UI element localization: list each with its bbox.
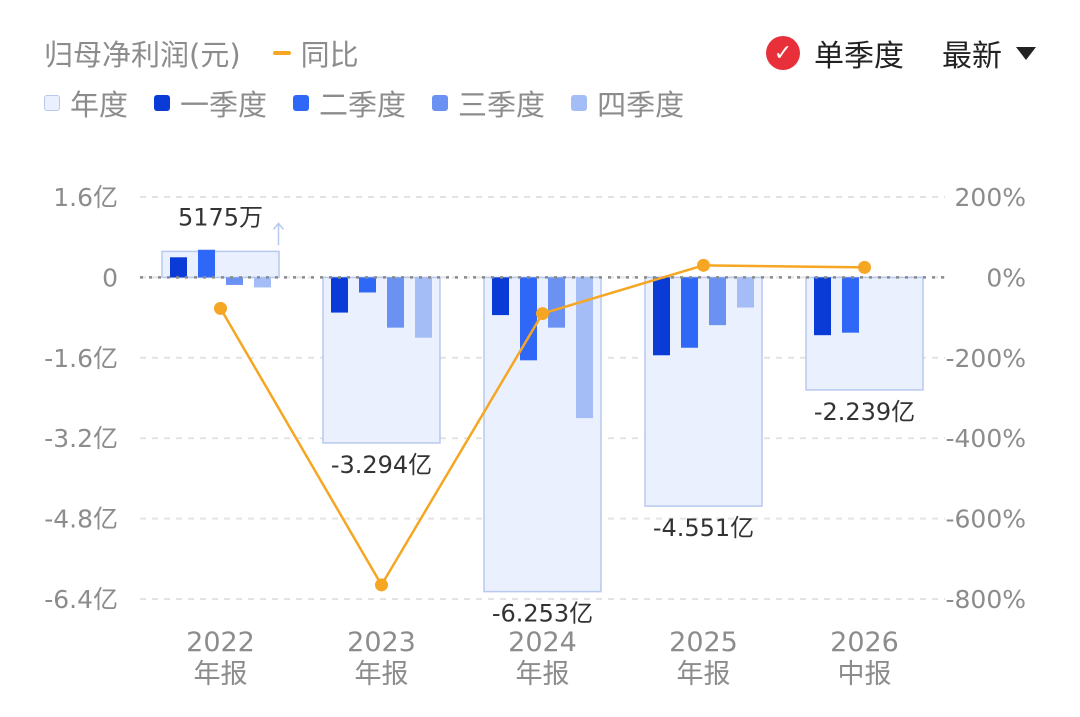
quarter-bar-q3 xyxy=(548,277,565,328)
quarter-bar-q1 xyxy=(814,277,831,336)
x-tick-label: 2026 xyxy=(830,627,899,658)
legend-item-annual[interactable]: 年度 xyxy=(44,82,128,124)
y-left-tick-label: -3.2亿 xyxy=(44,424,118,453)
annual-data-label: -2.239亿 xyxy=(814,398,915,426)
quarter-bar-q2 xyxy=(842,277,859,333)
yoy-line-swatch xyxy=(272,51,291,55)
quarter-bar-q1 xyxy=(653,277,670,356)
quarter-bar-q1 xyxy=(331,277,348,313)
y-left-tick-label: 1.6亿 xyxy=(53,183,118,212)
legend-swatch xyxy=(571,95,588,111)
quarter-bar-q3 xyxy=(709,277,726,326)
quarter-bar-q4 xyxy=(254,277,271,288)
arrow-up-icon xyxy=(272,222,285,246)
quarter-bar-q1 xyxy=(170,257,187,278)
annual-data-label: 5175万 xyxy=(178,203,263,231)
y-right-tick-label: -800% xyxy=(946,585,1027,614)
yoy-point xyxy=(536,307,549,321)
y-left-tick-label: -4.8亿 xyxy=(44,505,118,534)
yoy-point xyxy=(697,258,710,272)
chart-title: 归母净利润(元) xyxy=(44,38,241,72)
legend-swatch xyxy=(293,95,310,111)
legend-swatch xyxy=(44,95,60,111)
x-tick-label: 2024 xyxy=(508,627,577,658)
check-icon[interactable]: ✓ xyxy=(766,36,800,70)
single-quarter-toggle[interactable]: 单季度 xyxy=(814,39,904,74)
yoy-legend-label: 同比 xyxy=(300,38,359,72)
annual-data-label: -3.294亿 xyxy=(331,451,432,479)
y-left-tick-label: 0 xyxy=(102,263,118,292)
period-dropdown[interactable]: 最新 xyxy=(942,31,1036,75)
quarter-bar-q4 xyxy=(737,277,754,308)
y-right-tick-label: 200% xyxy=(955,183,1026,212)
quarter-bar-q1 xyxy=(492,277,509,316)
quarter-bar-q3 xyxy=(387,277,404,328)
y-left-tick-label: -6.4亿 xyxy=(44,585,118,614)
x-tick-label: 年报 xyxy=(677,659,731,690)
quarter-bar-q2 xyxy=(681,277,698,348)
legend-item-q2[interactable]: 二季度 xyxy=(293,82,406,124)
x-tick-label: 年报 xyxy=(194,659,248,690)
period-dropdown-label: 最新 xyxy=(942,39,1002,74)
annual-data-label: -6.253亿 xyxy=(492,600,593,628)
legend-swatch xyxy=(432,95,449,111)
legend-top: 归母净利润(元) 同比 xyxy=(44,30,359,76)
yoy-point xyxy=(375,578,388,592)
x-tick-label: 2025 xyxy=(669,627,738,658)
annual-data-label: -4.551亿 xyxy=(653,514,754,542)
yoy-legend[interactable]: 同比 xyxy=(272,32,359,74)
x-tick-label: 年报 xyxy=(355,659,409,690)
legend-swatch xyxy=(154,95,171,111)
legend-item-q4[interactable]: 四季度 xyxy=(571,82,684,124)
quarter-bar-q3 xyxy=(226,277,243,285)
x-tick-label: 2023 xyxy=(347,627,416,658)
y-right-tick-label: -400% xyxy=(946,424,1027,453)
legend-label: 年度 xyxy=(70,88,129,122)
y-right-tick-label: 0% xyxy=(986,263,1026,292)
legend-label: 四季度 xyxy=(597,88,685,122)
legend-item-q3[interactable]: 三季度 xyxy=(432,82,545,124)
yoy-point xyxy=(858,260,871,274)
legend-label: 一季度 xyxy=(180,88,268,122)
quarter-bar-q2 xyxy=(198,249,215,278)
yoy-point xyxy=(214,301,227,315)
y-right-tick-label: -600% xyxy=(946,505,1027,534)
y-left-tick-label: -1.6亿 xyxy=(44,344,118,373)
chart-controls: ✓ 单季度 最新 xyxy=(766,30,1036,76)
quarter-bar-q4 xyxy=(576,277,593,419)
y-right-tick-label: -200% xyxy=(946,344,1027,373)
quarter-bar-q2 xyxy=(520,277,537,361)
x-tick-label: 中报 xyxy=(838,659,892,690)
series-legend: 年度 一季度 二季度 三季度 四季度 xyxy=(44,80,684,126)
quarter-bar-q2 xyxy=(359,277,376,293)
legend-label: 三季度 xyxy=(458,88,546,122)
x-tick-label: 年报 xyxy=(516,659,570,690)
x-tick-label: 2022 xyxy=(186,627,255,658)
caret-down-icon xyxy=(1016,46,1036,60)
quarter-bar-q4 xyxy=(415,277,432,338)
legend-label: 二季度 xyxy=(319,88,407,122)
legend-item-q1[interactable]: 一季度 xyxy=(154,82,267,124)
